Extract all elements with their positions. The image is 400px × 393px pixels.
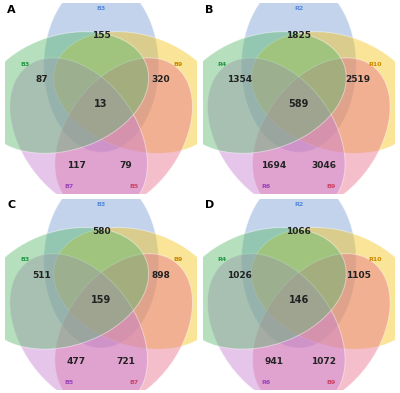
Ellipse shape bbox=[251, 228, 400, 349]
Text: B9: B9 bbox=[173, 62, 182, 66]
Text: B5: B5 bbox=[129, 184, 138, 189]
Text: D: D bbox=[205, 200, 214, 211]
Text: B9: B9 bbox=[173, 257, 182, 263]
Text: 320: 320 bbox=[151, 75, 170, 84]
Ellipse shape bbox=[208, 253, 345, 393]
Text: 721: 721 bbox=[117, 357, 136, 366]
Text: R6: R6 bbox=[262, 184, 271, 189]
Text: 511: 511 bbox=[32, 271, 51, 280]
Text: R4: R4 bbox=[218, 62, 227, 66]
Text: B3: B3 bbox=[96, 6, 106, 11]
Text: B3: B3 bbox=[20, 257, 29, 263]
Ellipse shape bbox=[0, 32, 149, 153]
Ellipse shape bbox=[55, 253, 192, 393]
Text: R2: R2 bbox=[294, 6, 304, 11]
Text: 2519: 2519 bbox=[346, 75, 371, 84]
Text: B: B bbox=[205, 5, 213, 15]
Ellipse shape bbox=[55, 58, 192, 213]
Text: R6: R6 bbox=[262, 380, 271, 385]
Text: C: C bbox=[7, 200, 16, 211]
Ellipse shape bbox=[251, 32, 400, 153]
Text: R2: R2 bbox=[294, 202, 304, 207]
Text: R10: R10 bbox=[369, 62, 382, 66]
Text: B7: B7 bbox=[64, 184, 73, 189]
Text: 146: 146 bbox=[289, 295, 309, 305]
Text: 1354: 1354 bbox=[227, 75, 252, 84]
Text: 155: 155 bbox=[92, 31, 110, 40]
Text: 1066: 1066 bbox=[286, 227, 311, 236]
Text: 1072: 1072 bbox=[311, 357, 336, 366]
Ellipse shape bbox=[44, 176, 159, 348]
Ellipse shape bbox=[241, 0, 356, 152]
Ellipse shape bbox=[252, 58, 390, 213]
Ellipse shape bbox=[44, 0, 159, 152]
Ellipse shape bbox=[178, 228, 346, 349]
Ellipse shape bbox=[241, 176, 356, 348]
Text: B9: B9 bbox=[327, 184, 336, 189]
Text: B5: B5 bbox=[64, 380, 73, 385]
Text: R10: R10 bbox=[369, 257, 382, 263]
Ellipse shape bbox=[10, 253, 148, 393]
Text: 87: 87 bbox=[36, 75, 48, 84]
Text: B7: B7 bbox=[129, 380, 138, 385]
Text: 1825: 1825 bbox=[286, 31, 311, 40]
Text: 159: 159 bbox=[91, 295, 111, 305]
Text: 580: 580 bbox=[92, 227, 110, 236]
Text: 589: 589 bbox=[289, 99, 309, 109]
Ellipse shape bbox=[252, 253, 390, 393]
Ellipse shape bbox=[54, 32, 222, 153]
Text: B3: B3 bbox=[20, 62, 29, 66]
Text: B9: B9 bbox=[327, 380, 336, 385]
Ellipse shape bbox=[10, 58, 148, 213]
Text: 79: 79 bbox=[120, 161, 132, 170]
Ellipse shape bbox=[0, 228, 149, 349]
Text: 1026: 1026 bbox=[227, 271, 252, 280]
Text: 898: 898 bbox=[151, 271, 170, 280]
Text: R4: R4 bbox=[218, 257, 227, 263]
Text: 3046: 3046 bbox=[311, 161, 336, 170]
Text: 477: 477 bbox=[67, 357, 86, 366]
Text: A: A bbox=[7, 5, 16, 15]
Text: 941: 941 bbox=[264, 357, 283, 366]
Ellipse shape bbox=[208, 58, 345, 213]
Text: 117: 117 bbox=[67, 161, 86, 170]
Text: 1105: 1105 bbox=[346, 271, 371, 280]
Text: B3: B3 bbox=[96, 202, 106, 207]
Ellipse shape bbox=[178, 32, 346, 153]
Text: 13: 13 bbox=[94, 99, 108, 109]
Text: 1694: 1694 bbox=[261, 161, 286, 170]
Ellipse shape bbox=[54, 228, 222, 349]
